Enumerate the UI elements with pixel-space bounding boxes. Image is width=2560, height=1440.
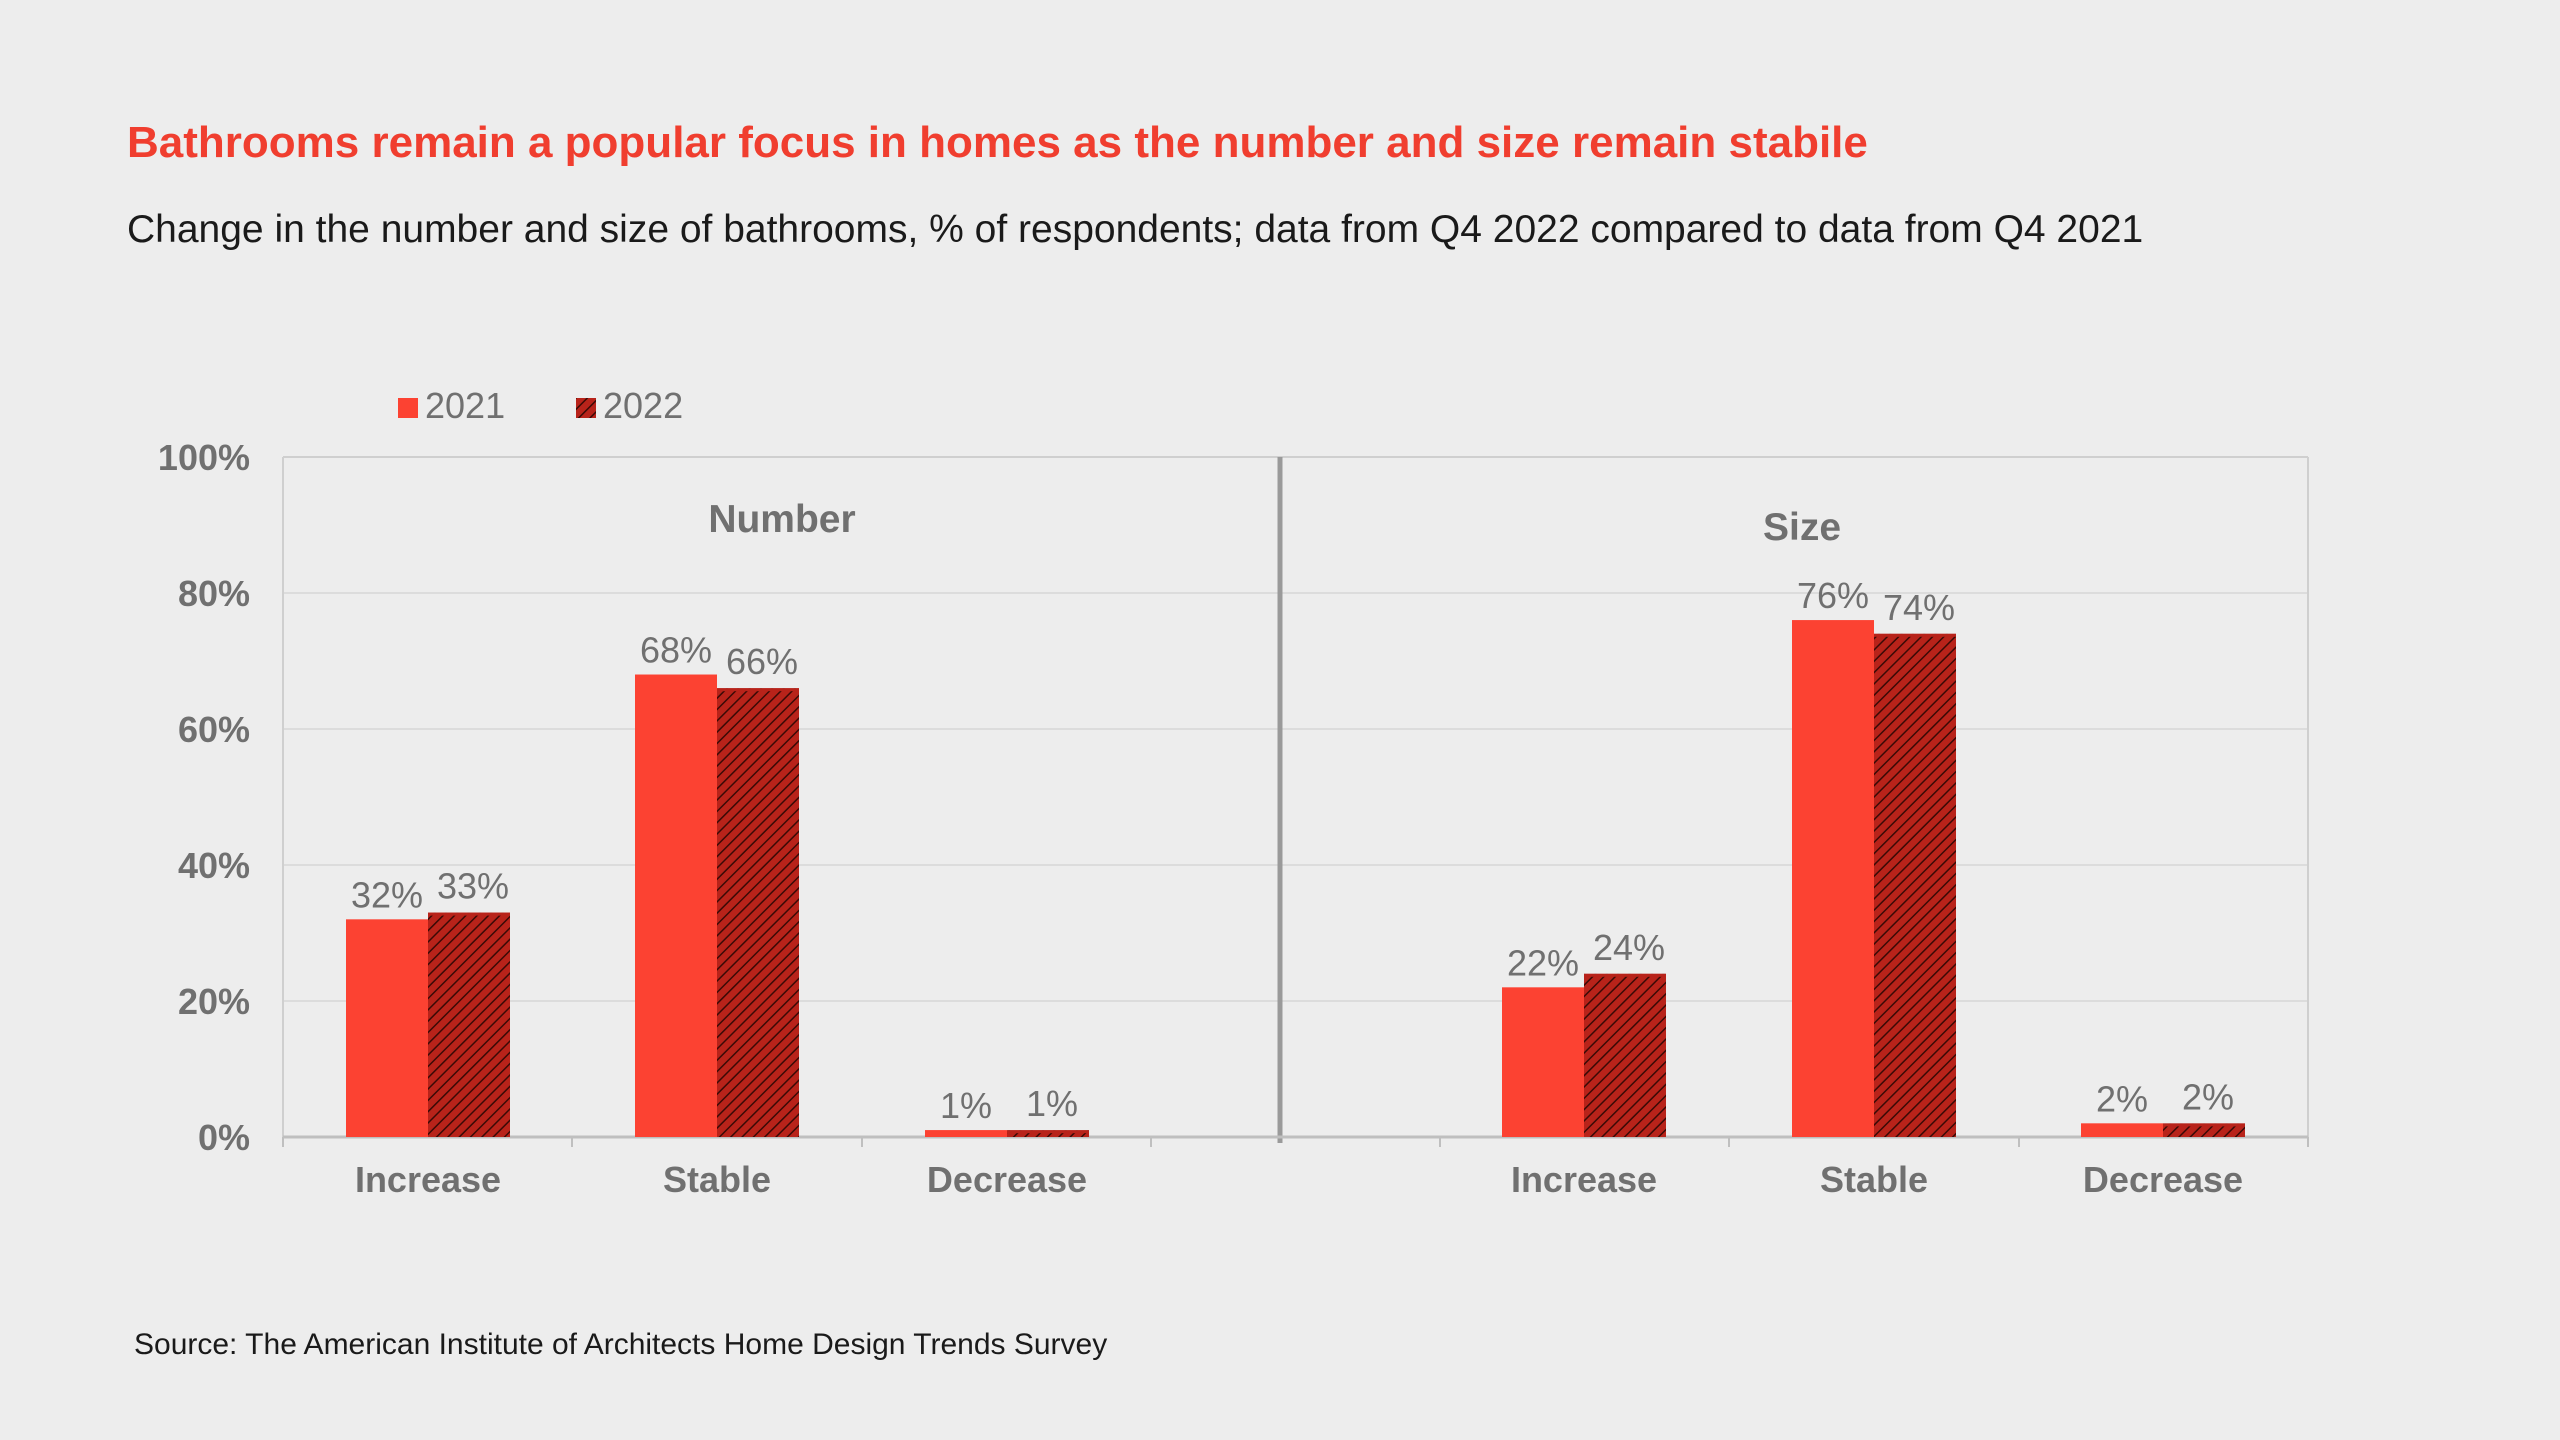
y-tick-label: 60%: [178, 709, 250, 750]
panel-title: Number: [708, 498, 855, 541]
data-label-2021: 1%: [940, 1085, 992, 1126]
bar-2021: [346, 919, 428, 1137]
bar-2021: [635, 674, 717, 1137]
x-category-label: Increase: [1511, 1159, 1657, 1200]
bar-cap-2022: [1584, 973, 1666, 977]
data-label-2021: 32%: [351, 874, 423, 915]
x-category-label: Stable: [663, 1159, 771, 1200]
y-tick-label: 40%: [178, 845, 250, 886]
y-tick-label: 0%: [198, 1117, 250, 1158]
bar-cap-2021: [925, 1130, 1007, 1134]
y-tick-label: 20%: [178, 981, 250, 1022]
bar-2022: [1584, 973, 1666, 1137]
data-label-2022: 33%: [437, 866, 509, 907]
legend-label-2022: 2022: [603, 385, 683, 426]
y-tick-label: 80%: [178, 573, 250, 614]
bar-cap-2022: [1874, 633, 1956, 637]
x-category-label: Stable: [1820, 1159, 1928, 1200]
bar-2022: [2163, 1123, 2245, 1137]
bar-cap-2021: [2081, 1123, 2163, 1127]
legend-label-2021: 2021: [425, 385, 505, 426]
bar-cap-2021: [1502, 987, 1584, 991]
source-note: Source: The American Institute of Archit…: [134, 1328, 1108, 1361]
data-label-2022: 2%: [2182, 1076, 2234, 1117]
legend-swatch-2021: [398, 398, 418, 418]
bar-2022: [1007, 1130, 1089, 1137]
bar-2021: [2081, 1123, 2163, 1137]
data-label-2022: 1%: [1026, 1083, 1078, 1124]
data-label-2022: 24%: [1593, 927, 1665, 968]
bar-2021: [1502, 987, 1584, 1137]
data-label-2021: 22%: [1507, 942, 1579, 983]
y-tick-label: 100%: [158, 437, 250, 478]
data-label-2022: 66%: [726, 641, 798, 682]
bar-cap-2022: [428, 912, 510, 916]
data-label-2021: 76%: [1797, 575, 1869, 616]
x-category-label: Increase: [355, 1159, 501, 1200]
bar-2022: [428, 912, 510, 1137]
x-category-label: Decrease: [927, 1159, 1087, 1200]
data-label-2022: 74%: [1883, 587, 1955, 628]
bar-2022: [1874, 633, 1956, 1137]
bar-cap-2021: [635, 674, 717, 678]
bar-cap-2021: [346, 919, 428, 923]
bar-cap-2021: [1792, 620, 1874, 624]
chart-subtitle: Change in the number and size of bathroo…: [127, 208, 2144, 251]
bar-2021: [1792, 620, 1874, 1137]
legend-swatch-2022: [576, 398, 596, 418]
bar-2022: [717, 688, 799, 1137]
bar-cap-2022: [2163, 1123, 2245, 1127]
chart-title: Bathrooms remain a popular focus in home…: [127, 118, 1868, 167]
bar-2021: [925, 1130, 1007, 1137]
panel-title: Size: [1763, 506, 1841, 549]
data-label-2021: 68%: [640, 630, 712, 671]
bar-cap-2022: [1007, 1130, 1089, 1134]
x-category-label: Decrease: [2083, 1159, 2243, 1200]
bar-cap-2022: [717, 688, 799, 692]
data-label-2021: 2%: [2096, 1078, 2148, 1119]
